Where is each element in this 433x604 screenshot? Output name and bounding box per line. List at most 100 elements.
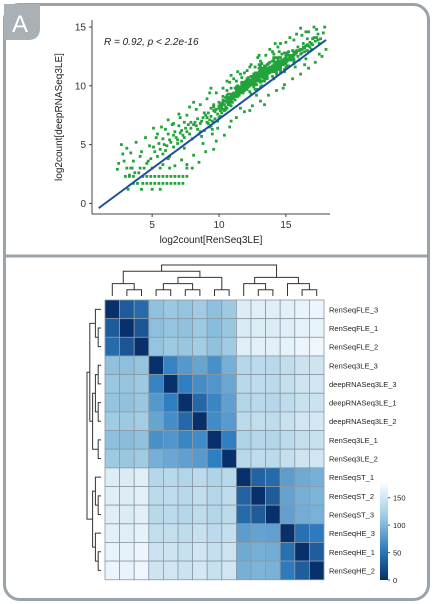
scatter-point (276, 64, 280, 68)
heatmap-cell (265, 318, 281, 338)
scatter-point (180, 158, 183, 162)
scatter-point (189, 126, 193, 130)
heatmap-cell (250, 299, 267, 320)
scatter-point (185, 130, 189, 134)
scatter-point (197, 160, 201, 164)
scatter-point (161, 163, 165, 166)
row-label: RenSeqFLE_1 (329, 324, 378, 333)
scatter-point (263, 79, 266, 83)
heatmap-cell (148, 355, 164, 376)
scatter-point (165, 182, 169, 185)
scatter-point (173, 175, 177, 178)
scatter-point (157, 142, 161, 145)
scatter-point (263, 68, 266, 71)
scatter-point (225, 89, 229, 92)
scatter-point (162, 143, 166, 146)
scatter-point (198, 122, 202, 125)
heatmap-cell (119, 299, 135, 320)
scatter-point (299, 48, 302, 51)
heatmap-cell (279, 523, 296, 543)
scatter-point (299, 72, 302, 76)
scatter-point (309, 48, 313, 51)
scatter-point (145, 162, 149, 165)
heatmap-cell (162, 542, 179, 562)
heatmap-cell (294, 523, 310, 543)
heatmap-cell (279, 336, 296, 357)
scatter-point (209, 106, 213, 110)
scatter-point (172, 133, 175, 137)
heatmap-cell (294, 448, 310, 469)
row-label: RenSeqHE_1 (329, 548, 375, 557)
y-tick-label: 0 (80, 199, 86, 210)
heatmap-cell (119, 523, 135, 543)
scatter-point (219, 103, 222, 107)
heatmap-cell (133, 523, 150, 543)
scatter-point (126, 187, 130, 191)
heatmap-cell (148, 560, 164, 581)
scatter-point (177, 124, 181, 128)
scatter-point (312, 25, 316, 29)
heatmap-cell (177, 486, 194, 506)
scatter-point (141, 182, 145, 185)
heatmap-cell (148, 523, 164, 543)
scatter-point (209, 115, 213, 118)
scatter-point (186, 123, 190, 126)
scatter-point (303, 46, 306, 50)
scatter-point (271, 50, 274, 54)
scatter-point (176, 138, 179, 142)
heatmap-cell (119, 560, 135, 581)
scatter-point (130, 166, 134, 170)
scatter-point (164, 127, 167, 131)
row-labels: RenSeqFLE_3 RenSeqFLE_1 RenSeqFLE_2 RenSeq3… (329, 305, 397, 575)
scatter-point (138, 155, 142, 158)
scatter-point (158, 147, 162, 151)
row-label: RenSeqST_3 (329, 510, 374, 519)
heatmap-cell (250, 374, 267, 394)
row-dendrogram (86, 308, 101, 571)
scatter-point (210, 119, 214, 123)
heatmap-cell (250, 392, 267, 413)
heatmap-cell (192, 318, 208, 338)
scatter-point (287, 64, 290, 68)
scatter-point (225, 79, 229, 83)
scatter-point (168, 166, 171, 170)
heatmap-cell (250, 355, 267, 376)
scatter-point (227, 96, 230, 99)
scatter-point (157, 175, 161, 178)
heatmap-cell (235, 392, 252, 413)
scatter-point (284, 53, 288, 57)
heatmap-cell (265, 336, 281, 357)
heatmap-cell (250, 411, 267, 431)
scatter-point (214, 139, 218, 143)
scatter-point (248, 80, 252, 84)
scatter-point (173, 164, 177, 168)
scatter-point (265, 72, 269, 76)
scatter-point (228, 102, 232, 105)
heatmap-cell (235, 560, 252, 581)
color-legend-bar (380, 484, 388, 580)
heatmap-cell (279, 504, 296, 525)
scatter-point (285, 59, 289, 63)
scatter-point (239, 89, 242, 92)
scatter-point (229, 86, 233, 90)
scatter-point (260, 70, 264, 74)
scatter-point (204, 113, 208, 117)
scatter-point (280, 62, 284, 65)
heatmap-cell (119, 467, 135, 487)
heatmap-cells (104, 299, 325, 581)
scatter-point (129, 151, 133, 155)
scatter-point (292, 38, 296, 42)
scatter-point (233, 98, 237, 102)
scatter-point (204, 150, 208, 154)
scatter-point (268, 71, 272, 75)
scatter-point (136, 182, 139, 185)
heatmap-cell (265, 504, 281, 525)
scatter-point (201, 116, 205, 119)
heatmap-cell (133, 560, 150, 581)
scatter-point (214, 91, 218, 95)
heatmap-cell (177, 523, 194, 543)
heatmap-cell (104, 374, 121, 394)
heatmap-cell (148, 411, 164, 431)
scatter-point (304, 30, 308, 34)
row-label: RenSeqHE_2 (329, 566, 375, 575)
